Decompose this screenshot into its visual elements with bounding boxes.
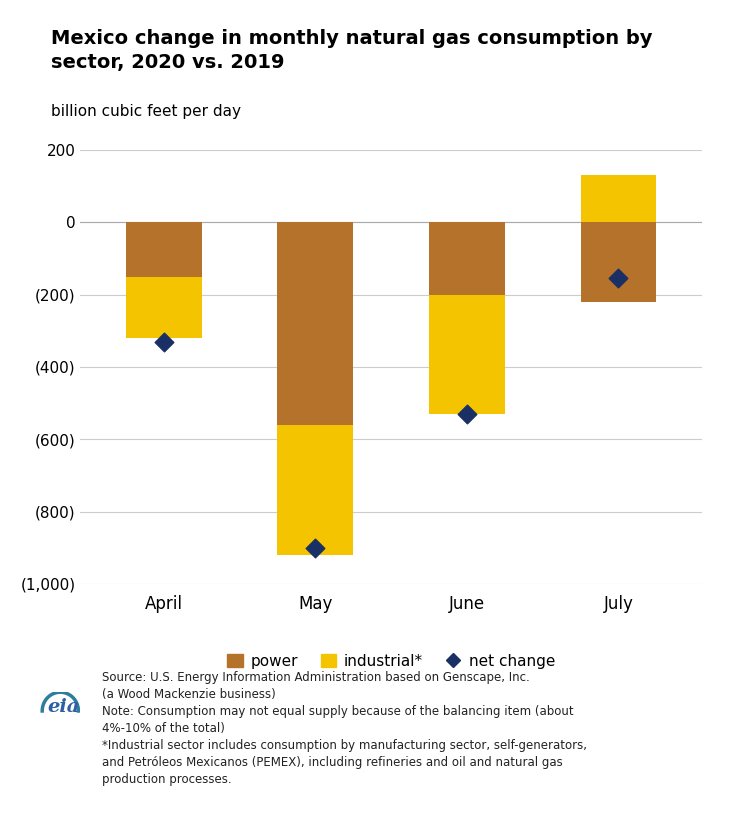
Bar [429,294,504,414]
Bar [580,175,656,223]
Point [158,335,170,349]
Bar [126,223,202,277]
Point [309,541,321,555]
Text: Source: U.S. Energy Information Administration based on Genscape, Inc.
(a Wood M: Source: U.S. Energy Information Administ… [102,671,587,786]
Bar [580,223,656,302]
Legend: power, industrial*, net change: power, industrial*, net change [221,648,561,675]
Point [613,272,624,285]
Text: billion cubic feet per day: billion cubic feet per day [51,104,241,119]
Bar [126,277,202,338]
Bar [278,223,353,425]
Bar [429,223,504,294]
Text: Mexico change in monthly natural gas consumption by
sector, 2020 vs. 2019: Mexico change in monthly natural gas con… [51,29,653,72]
Text: eia: eia [48,698,80,716]
Bar [278,425,353,555]
Point [461,407,473,420]
